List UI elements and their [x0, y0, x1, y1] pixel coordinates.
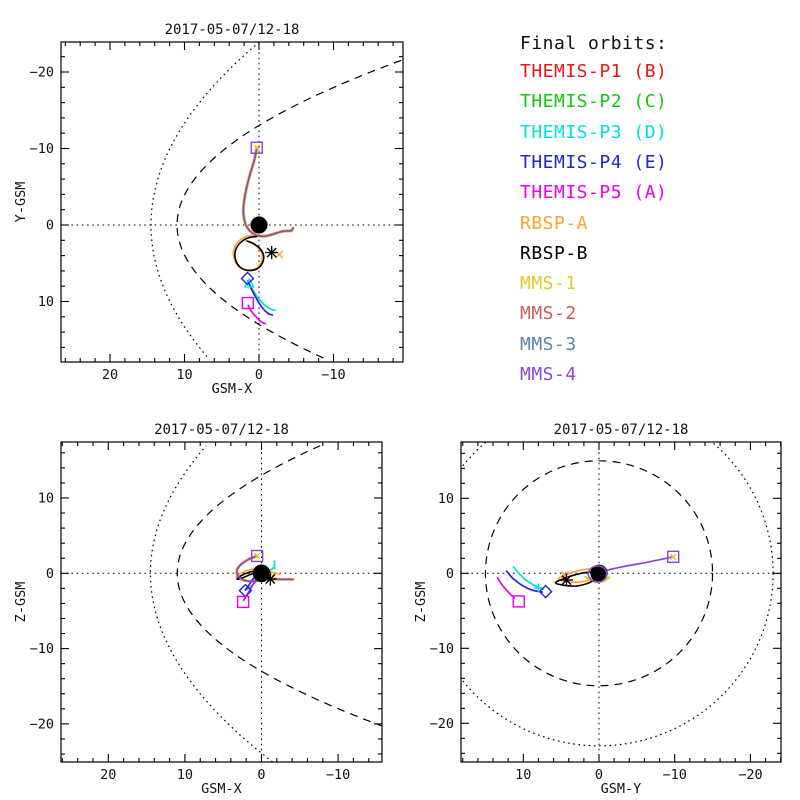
earth — [252, 564, 271, 583]
panel-yz-ylabel: Z-GSM — [413, 582, 429, 623]
themis-p4-final-position-marker — [538, 584, 553, 599]
marker-x — [253, 552, 261, 560]
mms-4-track — [242, 146, 294, 238]
svg-text:0: 0 — [46, 218, 54, 234]
marker-triangle — [243, 277, 255, 288]
panel-xz: 20 10 0 −10 10 0 −10 −20 2017-05-07/12-18 GSM-X Z-… — [13, 422, 383, 797]
rbsp-a-final-position-marker — [560, 571, 569, 580]
svg-text:10: 10 — [176, 367, 192, 383]
panel-xy-xlabel: GSM-X — [212, 381, 253, 397]
marker-square — [512, 595, 525, 608]
themis-p5-final-position-marker — [512, 595, 525, 608]
svg-text:−20: −20 — [430, 716, 454, 732]
marker-asterisk — [265, 573, 276, 585]
earth — [590, 564, 608, 583]
marker-x — [560, 571, 569, 580]
panel-xz-axes: 20 10 0 −10 10 0 −10 −20 — [30, 441, 383, 783]
mms-4-final-position-marker — [253, 552, 261, 560]
magnetopause-boundary — [176, 59, 403, 361]
panel-xz-title: 2017-05-07/12-18 — [154, 422, 289, 438]
svg-text:0: 0 — [255, 367, 263, 383]
marker-asterisk — [561, 574, 572, 586]
svg-text:20: 20 — [102, 367, 118, 383]
magnetopause-boundary — [176, 445, 382, 727]
svg-text:−20: −20 — [30, 65, 54, 81]
svg-text:10: 10 — [438, 491, 454, 507]
rbsp-b-track — [234, 235, 265, 272]
svg-text:0: 0 — [446, 566, 454, 582]
panel-xz-ylabel: Z-GSM — [13, 582, 29, 623]
marker-diamond — [240, 271, 255, 286]
rbsp-b-final-position-marker — [263, 572, 277, 586]
panel-xz-xlabel: GSM-X — [201, 781, 242, 797]
themis-p5-track — [247, 304, 267, 325]
panel-yz-xlabel: GSM-Y — [601, 781, 642, 797]
magnetopause-boundary — [484, 460, 714, 687]
panel-yz: 10 0 −10 −20 10 0 −10 −20 2017-05-07/12-18 GSM-Y Z… — [413, 422, 782, 797]
svg-text:−20: −20 — [738, 767, 762, 783]
svg-text:−10: −10 — [663, 767, 687, 783]
themis-p3-track — [248, 283, 276, 312]
themis-p5-track — [496, 576, 516, 599]
marker-x — [253, 144, 261, 152]
rbsp-b-final-position-marker — [559, 573, 573, 587]
svg-text:0: 0 — [46, 566, 54, 582]
marker-diamond — [538, 584, 553, 599]
mms-4-final-position-marker — [253, 144, 261, 152]
panel-xy: 20 10 0 −10 −20 −10 0 10 2017-05-07/12-18 GSM-X Y-… — [13, 22, 404, 397]
svg-text:−20: −20 — [30, 716, 54, 732]
themis-p3-final-position-marker — [243, 277, 255, 288]
svg-text:10: 10 — [515, 767, 531, 783]
svg-text:20: 20 — [100, 767, 116, 783]
mms-4-track — [602, 555, 675, 572]
marker-square — [236, 595, 250, 609]
marker-x — [275, 250, 284, 259]
svg-text:−10: −10 — [30, 141, 54, 157]
mms-4-final-position-marker — [669, 553, 677, 561]
marker-square — [250, 141, 263, 154]
mms-4-final-position-marker — [250, 549, 264, 563]
marker-asterisk — [266, 247, 277, 258]
themis-p4-final-position-marker — [240, 271, 255, 286]
panel-xy-title: 2017-05-07/12-18 — [165, 22, 300, 38]
themis-p5-final-position-marker — [236, 595, 250, 609]
svg-text:10: 10 — [177, 767, 193, 783]
panel-xy-ylabel: Y-GSM — [13, 182, 29, 223]
marker-x — [669, 553, 677, 561]
marker-square — [241, 296, 255, 310]
mms-4-final-position-marker — [666, 550, 680, 563]
themis-p3-final-position-marker — [533, 583, 543, 593]
themis-p4-track — [505, 570, 544, 593]
earth — [250, 216, 268, 234]
svg-text:10: 10 — [38, 491, 54, 507]
panel-yz-title: 2017-05-07/12-18 — [554, 422, 689, 438]
mms-4-final-position-marker — [250, 141, 263, 154]
bow-shock-boundary — [149, 445, 273, 762]
svg-text:10: 10 — [38, 294, 54, 310]
themis-p5-final-position-marker — [241, 296, 255, 310]
svg-text:0: 0 — [257, 767, 265, 783]
svg-text:−10: −10 — [321, 367, 345, 383]
marker-square — [250, 549, 264, 563]
svg-text:−10: −10 — [430, 641, 454, 657]
mms-4-near-earth-track — [587, 565, 608, 583]
panel-xy-axes: 20 10 0 −10 −20 −10 0 10 — [30, 41, 404, 383]
svg-text:−10: −10 — [30, 641, 54, 657]
svg-text:0: 0 — [595, 767, 603, 783]
marker-square — [666, 550, 680, 563]
themis-p4-track — [246, 279, 274, 316]
rbsp-b-final-position-marker — [265, 246, 279, 260]
panel-yz-axes: 10 0 −10 −20 10 0 −10 −20 — [430, 441, 782, 783]
svg-text:−10: −10 — [326, 767, 350, 783]
